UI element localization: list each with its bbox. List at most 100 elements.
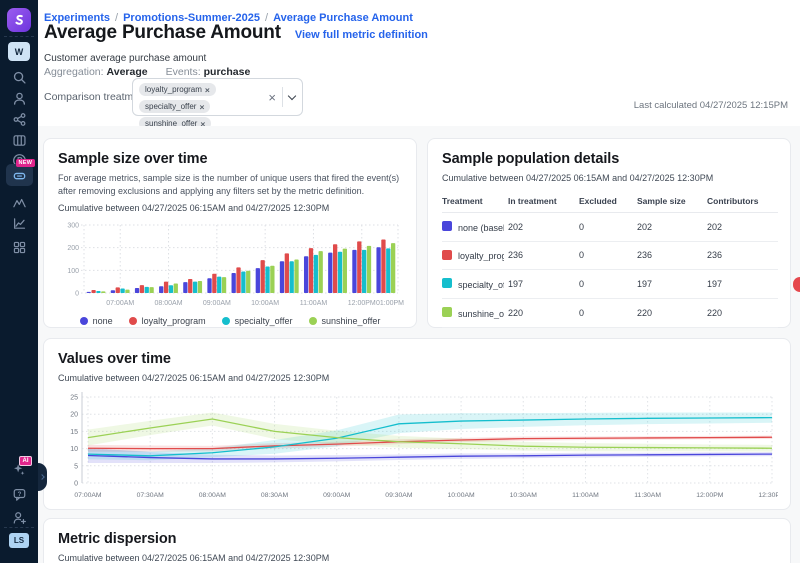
- legend-item[interactable]: loyalty_program: [129, 316, 206, 326]
- table-cell: 236: [707, 241, 778, 270]
- metrics-icon[interactable]: [0, 213, 38, 233]
- new-badge: NEW: [16, 159, 35, 167]
- sidebar-divider: [4, 527, 34, 528]
- table-cell: 220: [637, 298, 707, 327]
- invite-user-icon[interactable]: [0, 507, 38, 527]
- svg-text:08:30AM: 08:30AM: [261, 492, 289, 499]
- sidebar: W: [0, 0, 38, 563]
- treatments-multiselect[interactable]: loyalty_program×specialty_offer×sunshine…: [132, 78, 303, 116]
- svg-text:10:00AM: 10:00AM: [447, 492, 475, 499]
- apps-grid-icon[interactable]: [0, 237, 38, 257]
- svg-text:09:00AM: 09:00AM: [203, 300, 231, 307]
- table-column-header: In treatment: [508, 192, 579, 213]
- legend-label: specialty_offer: [235, 316, 293, 326]
- feedback-handle[interactable]: [793, 277, 800, 292]
- svg-text:?: ?: [17, 490, 21, 497]
- users-icon[interactable]: [0, 88, 38, 108]
- svg-text:11:00AM: 11:00AM: [300, 300, 328, 307]
- card-description: For average metrics, sample size is the …: [58, 172, 402, 197]
- treatment-name: specialty_offer: [458, 280, 504, 290]
- svg-text:09:00AM: 09:00AM: [323, 492, 351, 499]
- svg-text:12:30PM: 12:30PM: [758, 492, 778, 499]
- svg-text:11:30AM: 11:30AM: [634, 492, 661, 499]
- segments-icon[interactable]: [0, 109, 38, 129]
- chevron-down-icon[interactable]: [288, 91, 296, 99]
- legend-item[interactable]: specialty_offer: [222, 316, 293, 326]
- treatment-chips: loyalty_program×specialty_offer×sunshine…: [133, 79, 268, 115]
- svg-text:0: 0: [75, 291, 79, 298]
- svg-text:07:00AM: 07:00AM: [74, 492, 102, 499]
- card-period: Cumulative between 04/27/2025 06:15AM an…: [58, 553, 776, 563]
- treatment-color-swatch: [442, 250, 452, 260]
- population-card: Sample population details Cumulative bet…: [427, 138, 791, 328]
- aggregation-value: Average: [107, 66, 148, 78]
- sidebar-item-experiments[interactable]: [6, 164, 33, 186]
- treatment-name: none (baseline): [458, 223, 504, 233]
- table-cell: 197: [637, 270, 707, 299]
- table-cell: 236: [508, 241, 579, 270]
- legend-label: sunshine_offer: [322, 316, 381, 326]
- card-title: Values over time: [58, 351, 776, 367]
- table-column-header: Excluded: [579, 192, 637, 213]
- app-root: W: [0, 0, 800, 563]
- main-content: Experiments/Promotions-Summer-2025/Avera…: [38, 0, 800, 563]
- table-cell: 197: [707, 270, 778, 299]
- ai-badge: AI: [19, 456, 32, 466]
- svg-text:25: 25: [70, 395, 78, 402]
- table-column-header: Sample size: [637, 192, 707, 213]
- svg-text:12:00PM: 12:00PM: [348, 300, 376, 307]
- treatment-color-swatch: [442, 221, 452, 231]
- svg-text:01:00PM: 01:00PM: [376, 300, 404, 307]
- treatment-chip[interactable]: loyalty_program×: [139, 83, 216, 96]
- card-period: Cumulative between 04/27/2025 06:15AM an…: [58, 203, 402, 213]
- view-metric-definition-link[interactable]: View full metric definition: [295, 29, 428, 41]
- user-avatar[interactable]: LS: [9, 533, 29, 548]
- treatment-chip[interactable]: specialty_offer×: [139, 100, 210, 113]
- page-title: Average Purchase Amount: [44, 22, 281, 44]
- svg-text:12:00PM: 12:00PM: [696, 492, 724, 499]
- svg-text:5: 5: [74, 463, 78, 470]
- legend-label: none: [93, 316, 113, 326]
- title-row: Average Purchase Amount View full metric…: [44, 22, 428, 44]
- metric-description: Customer average purchase amount: [44, 53, 206, 64]
- treatment-name: loyalty_program: [458, 251, 504, 261]
- columns-icon[interactable]: [0, 130, 38, 150]
- events-label: Events:: [166, 66, 201, 78]
- sidebar-divider: [4, 36, 34, 37]
- table-row: none (baseline)2020202202: [442, 213, 778, 242]
- svg-text:100: 100: [67, 268, 79, 275]
- svg-text:15: 15: [70, 429, 78, 436]
- svg-text:10:30AM: 10:30AM: [510, 492, 538, 499]
- table-column-header: Contributors: [707, 192, 778, 213]
- card-period: Cumulative between 04/27/2025 06:15AM an…: [58, 373, 776, 383]
- legend-item[interactable]: none: [80, 316, 113, 326]
- events-value: purchase: [204, 66, 251, 78]
- svg-text:08:00AM: 08:00AM: [199, 492, 227, 499]
- chip-remove-icon[interactable]: ×: [199, 102, 204, 112]
- values-line-chart: 051015202507:00AM07:30AM08:00AM08:30AM09…: [58, 387, 778, 503]
- sample-size-bar-chart: 010020030007:00AM08:00AM09:00AM10:00AM11…: [58, 217, 404, 311]
- clear-selection-icon[interactable]: ×: [268, 91, 276, 104]
- help-icon[interactable]: ?: [0, 484, 38, 504]
- legend-label: loyalty_program: [142, 316, 206, 326]
- chip-remove-icon[interactable]: ×: [205, 85, 210, 95]
- table-cell: 197: [508, 270, 579, 299]
- search-icon[interactable]: [0, 67, 38, 87]
- app-logo-icon[interactable]: [7, 8, 31, 32]
- svg-text:10:00AM: 10:00AM: [251, 300, 279, 307]
- legend-item[interactable]: sunshine_offer: [309, 316, 381, 326]
- multiselect-controls: ×: [268, 79, 302, 115]
- svg-text:09:30AM: 09:30AM: [385, 492, 413, 499]
- sample-size-card: Sample size over time For average metric…: [43, 138, 417, 328]
- treatment-name: sunshine_offer: [458, 309, 504, 319]
- svg-text:300: 300: [67, 223, 79, 230]
- table-cell: 236: [637, 241, 707, 270]
- workspace-avatar[interactable]: W: [8, 42, 30, 61]
- chevron-right-icon: [39, 474, 45, 480]
- table-cell: 0: [579, 241, 637, 270]
- population-table: TreatmentIn treatmentExcludedSample size…: [442, 192, 778, 328]
- chip-label: loyalty_program: [145, 85, 202, 94]
- holdouts-icon[interactable]: [0, 192, 38, 212]
- table-row: sunshine_offer2200220220: [442, 298, 778, 327]
- treatment-color-swatch: [442, 278, 452, 288]
